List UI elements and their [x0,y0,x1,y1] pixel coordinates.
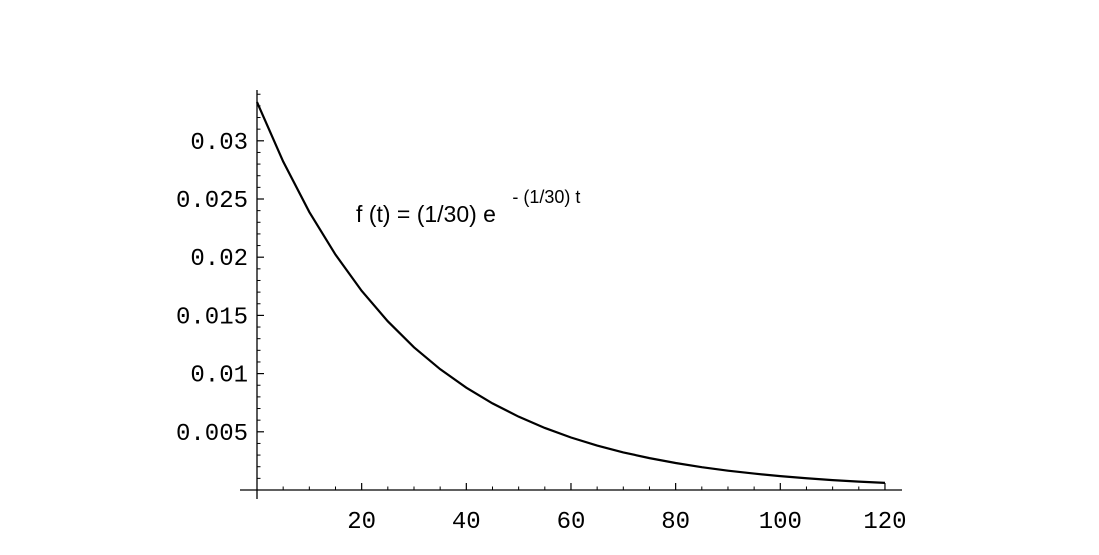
y-tick-label: 0.01 [190,363,248,390]
x-tick-label: 20 [347,509,376,536]
y-tick-label: 0.03 [190,130,248,157]
x-tick-label: 40 [452,509,481,536]
series-line [255,101,886,484]
y-ticks: 0.005 0.01 0.015 0.02 0.025 0.03 [176,130,264,448]
y-tick-label: 0.02 [190,246,248,273]
x-tick-label: 60 [557,509,586,536]
formula-main: f (t) = (1/30) e [356,201,496,227]
y-tick-label: 0.005 [176,421,248,448]
y-tick-label: 0.025 [176,188,248,215]
formula-annotation: f (t) = (1/30) e - (1/30) t [356,187,580,227]
x-tick-label: 100 [759,509,802,536]
x-tick-label: 80 [661,509,690,536]
x-ticks: 20 40 60 80 100 120 [347,483,907,536]
y-tick-label: 0.015 [176,304,248,331]
x-tick-label: 120 [863,509,906,536]
formula-exponent: - (1/30) t [512,187,580,207]
minor-ticks [257,93,860,490]
